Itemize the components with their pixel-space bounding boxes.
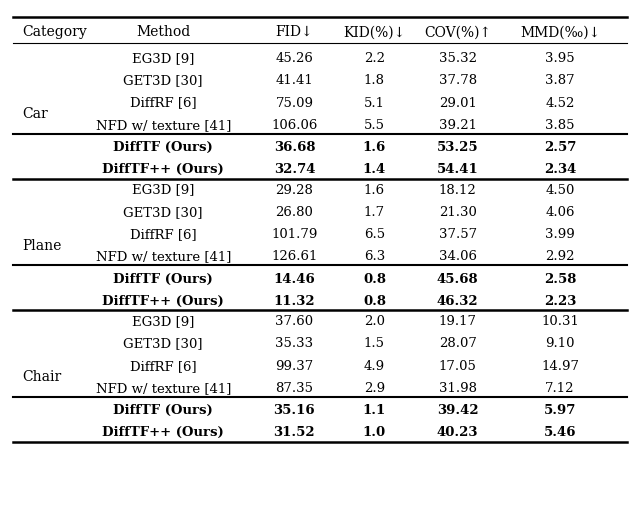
- Text: NFD w/ texture [41]: NFD w/ texture [41]: [95, 381, 231, 394]
- Text: 1.4: 1.4: [363, 163, 386, 176]
- Text: 37.57: 37.57: [438, 228, 477, 240]
- Text: 1.6: 1.6: [364, 183, 385, 196]
- Text: 1.6: 1.6: [363, 141, 386, 154]
- Text: DiffTF (Ours): DiffTF (Ours): [113, 272, 213, 285]
- Text: Plane: Plane: [22, 238, 62, 252]
- Text: Car: Car: [22, 107, 48, 121]
- Text: 14.97: 14.97: [541, 359, 579, 372]
- Text: NFD w/ texture [41]: NFD w/ texture [41]: [95, 119, 231, 131]
- Text: Chair: Chair: [22, 370, 61, 383]
- Text: 2.2: 2.2: [364, 52, 385, 65]
- Text: DiffTF++ (Ours): DiffTF++ (Ours): [102, 294, 224, 307]
- Text: 5.46: 5.46: [544, 426, 576, 438]
- Text: 41.41: 41.41: [276, 74, 313, 87]
- Text: EG3D [9]: EG3D [9]: [132, 315, 195, 327]
- Text: 87.35: 87.35: [275, 381, 314, 394]
- Text: 1.1: 1.1: [363, 403, 386, 416]
- Text: 126.61: 126.61: [271, 250, 317, 263]
- Text: 7.12: 7.12: [545, 381, 575, 394]
- Text: 37.60: 37.60: [275, 315, 314, 327]
- Text: 2.0: 2.0: [364, 315, 385, 327]
- Text: 5.5: 5.5: [364, 119, 385, 131]
- Text: 36.68: 36.68: [274, 141, 315, 154]
- Text: 54.41: 54.41: [436, 163, 479, 176]
- Text: DiffRF [6]: DiffRF [6]: [130, 228, 196, 240]
- Text: MMD(‰)↓: MMD(‰)↓: [520, 25, 600, 39]
- Text: DiffTF++ (Ours): DiffTF++ (Ours): [102, 426, 224, 438]
- Text: DiffRF [6]: DiffRF [6]: [130, 96, 196, 109]
- Text: 21.30: 21.30: [438, 206, 477, 218]
- Text: 53.25: 53.25: [436, 141, 479, 154]
- Text: 2.58: 2.58: [544, 272, 576, 285]
- Text: DiffTF (Ours): DiffTF (Ours): [113, 141, 213, 154]
- Text: 9.10: 9.10: [545, 337, 575, 349]
- Text: 35.32: 35.32: [438, 52, 477, 65]
- Text: DiffTF++ (Ours): DiffTF++ (Ours): [102, 163, 224, 176]
- Text: 19.17: 19.17: [438, 315, 477, 327]
- Text: 4.06: 4.06: [545, 206, 575, 218]
- Text: 1.7: 1.7: [364, 206, 385, 218]
- Text: 4.50: 4.50: [545, 183, 575, 196]
- Text: 6.3: 6.3: [364, 250, 385, 263]
- Text: 35.16: 35.16: [273, 403, 316, 416]
- Text: 18.12: 18.12: [439, 183, 476, 196]
- Text: 1.5: 1.5: [364, 337, 385, 349]
- Text: 0.8: 0.8: [363, 294, 386, 307]
- Text: 3.99: 3.99: [545, 228, 575, 240]
- Text: 26.80: 26.80: [275, 206, 314, 218]
- Text: 2.23: 2.23: [544, 294, 576, 307]
- Text: GET3D [30]: GET3D [30]: [124, 206, 203, 218]
- Text: DiffTF (Ours): DiffTF (Ours): [113, 403, 213, 416]
- Text: 3.85: 3.85: [545, 119, 575, 131]
- Text: 75.09: 75.09: [275, 96, 314, 109]
- Text: 4.9: 4.9: [364, 359, 385, 372]
- Text: 11.32: 11.32: [273, 294, 316, 307]
- Text: 3.87: 3.87: [545, 74, 575, 87]
- Text: 2.34: 2.34: [544, 163, 576, 176]
- Text: EG3D [9]: EG3D [9]: [132, 183, 195, 196]
- Text: 29.01: 29.01: [438, 96, 477, 109]
- Text: 3.95: 3.95: [545, 52, 575, 65]
- Text: 31.98: 31.98: [438, 381, 477, 394]
- Text: KID(%)↓: KID(%)↓: [343, 25, 406, 39]
- Text: 2.57: 2.57: [544, 141, 576, 154]
- Text: GET3D [30]: GET3D [30]: [124, 337, 203, 349]
- Text: 1.8: 1.8: [364, 74, 385, 87]
- Text: 17.05: 17.05: [438, 359, 477, 372]
- Text: 46.32: 46.32: [436, 294, 479, 307]
- Text: GET3D [30]: GET3D [30]: [124, 74, 203, 87]
- Text: 10.31: 10.31: [541, 315, 579, 327]
- Text: 35.33: 35.33: [275, 337, 314, 349]
- Text: 37.78: 37.78: [438, 74, 477, 87]
- Text: 28.07: 28.07: [438, 337, 477, 349]
- Text: 14.46: 14.46: [273, 272, 316, 285]
- Text: 101.79: 101.79: [271, 228, 317, 240]
- Text: Category: Category: [22, 25, 87, 39]
- Text: 6.5: 6.5: [364, 228, 385, 240]
- Text: 1.0: 1.0: [363, 426, 386, 438]
- Text: 45.26: 45.26: [275, 52, 314, 65]
- Text: 29.28: 29.28: [275, 183, 314, 196]
- Text: DiffRF [6]: DiffRF [6]: [130, 359, 196, 372]
- Text: Method: Method: [136, 25, 190, 39]
- Text: 40.23: 40.23: [437, 426, 478, 438]
- Text: 0.8: 0.8: [363, 272, 386, 285]
- Text: FID↓: FID↓: [276, 25, 313, 39]
- Text: NFD w/ texture [41]: NFD w/ texture [41]: [95, 250, 231, 263]
- Text: 39.21: 39.21: [438, 119, 477, 131]
- Text: 99.37: 99.37: [275, 359, 314, 372]
- Text: 2.9: 2.9: [364, 381, 385, 394]
- Text: COV(%)↑: COV(%)↑: [424, 25, 491, 39]
- Text: 34.06: 34.06: [438, 250, 477, 263]
- Text: 5.97: 5.97: [544, 403, 576, 416]
- Text: 45.68: 45.68: [436, 272, 479, 285]
- Text: 32.74: 32.74: [274, 163, 315, 176]
- Text: 2.92: 2.92: [545, 250, 575, 263]
- Text: 4.52: 4.52: [545, 96, 575, 109]
- Text: 39.42: 39.42: [436, 403, 479, 416]
- Text: 31.52: 31.52: [273, 426, 316, 438]
- Text: 106.06: 106.06: [271, 119, 317, 131]
- Text: EG3D [9]: EG3D [9]: [132, 52, 195, 65]
- Text: 5.1: 5.1: [364, 96, 385, 109]
